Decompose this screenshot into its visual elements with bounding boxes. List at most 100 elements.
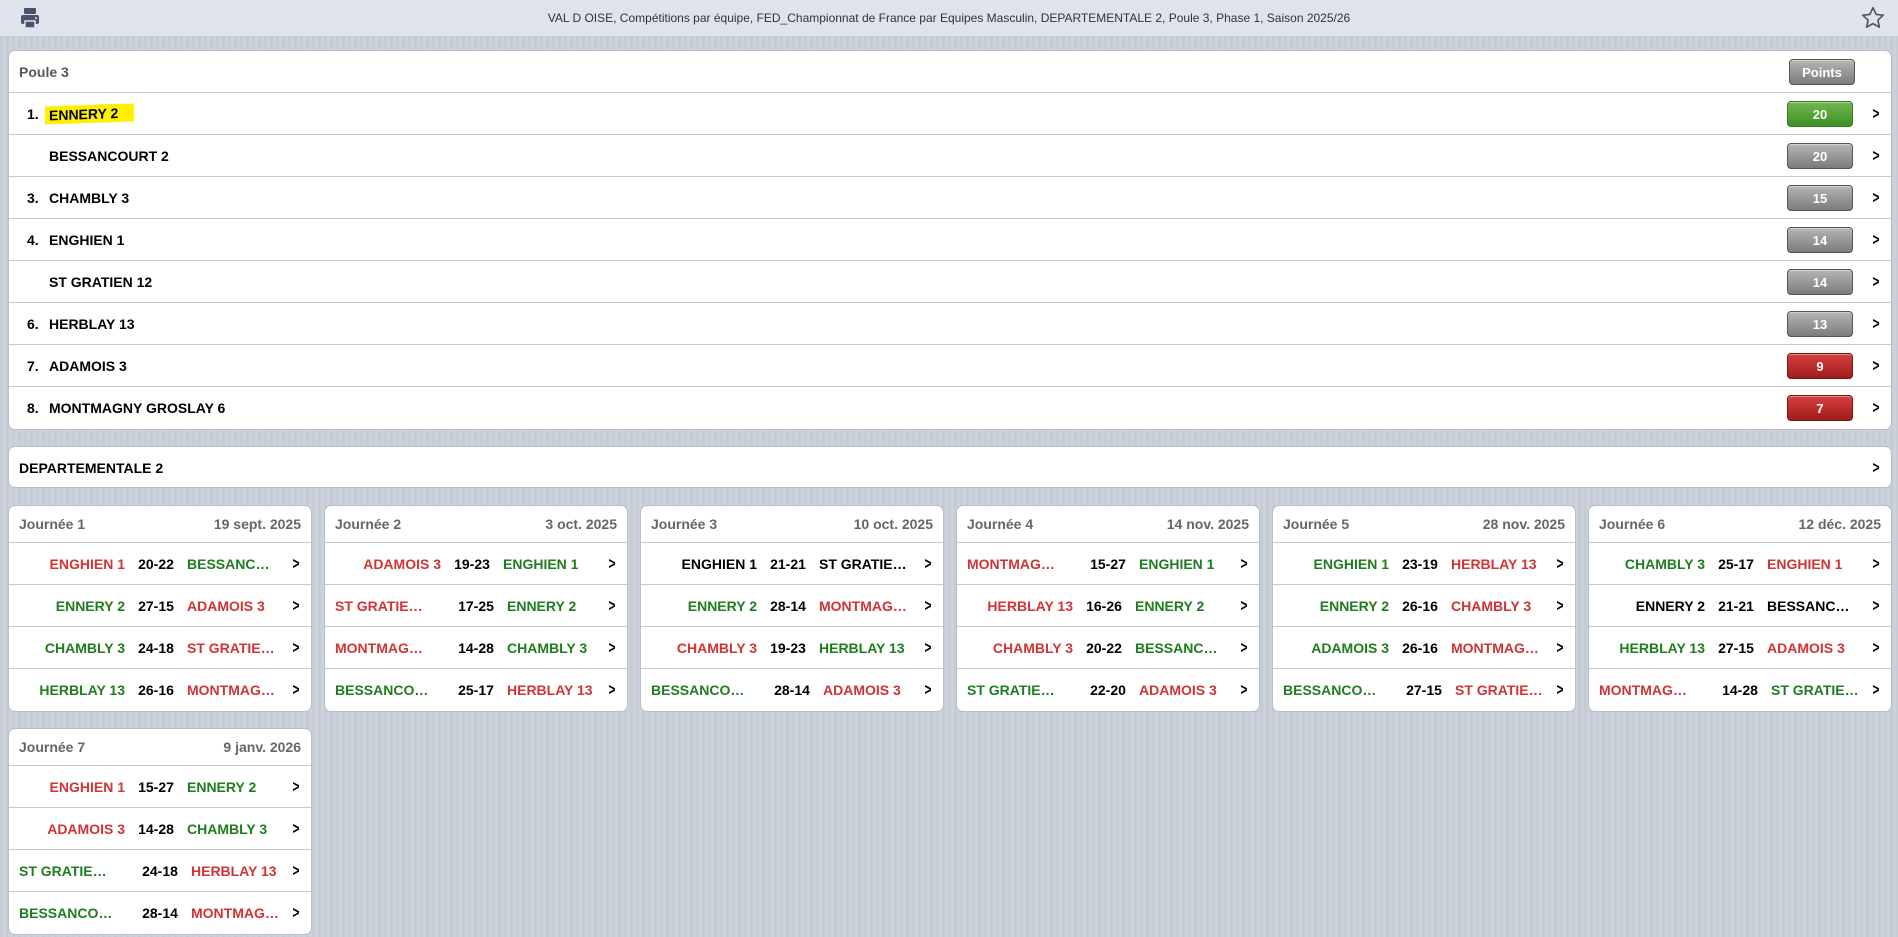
- away-team: MONTMAG…: [187, 682, 275, 698]
- match-score: 20-22: [138, 555, 174, 572]
- chevron-right-icon: >: [1872, 458, 1880, 477]
- chevron-right-icon: >: [608, 554, 616, 573]
- team-name: MONTMAGNY GROSLAY 6: [49, 400, 226, 416]
- match-row[interactable]: MONTMAG… 15-27 ENGHIEN 1 >: [957, 543, 1259, 585]
- home-team: BESSANCO…: [651, 682, 745, 698]
- away-team: HERBLAY 13: [191, 862, 277, 879]
- match-row[interactable]: HERBLAY 13 26-16 MONTMAG… >: [9, 669, 311, 711]
- away-team: ST GRATIE…: [1455, 682, 1543, 698]
- journee-card: Journée 4 14 nov. 2025 MONTMAG… 15-27 ENGHIE…: [956, 505, 1260, 712]
- match-row[interactable]: ENNERY 2 26-16 CHAMBLY 3 >: [1273, 585, 1575, 627]
- poule-title: Poule 3: [19, 63, 69, 80]
- journee-card: Journée 3 10 oct. 2025 ENGHIEN 1 21-21 ST GR…: [640, 505, 944, 712]
- match-row[interactable]: CHAMBLY 3 24-18 ST GRATIE… >: [9, 627, 311, 669]
- match-row[interactable]: BESSANCO… 27-15 ST GRATIE… >: [1273, 669, 1575, 711]
- away-team: CHAMBLY 3: [1451, 597, 1532, 614]
- match-row[interactable]: HERBLAY 13 27-15 ADAMOIS 3 >: [1589, 627, 1891, 669]
- match-row[interactable]: BESSANCO… 28-14 MONTMAG… >: [9, 892, 311, 934]
- chevron-right-icon: >: [608, 638, 616, 657]
- match-row[interactable]: ENNERY 2 27-15 ADAMOIS 3 >: [9, 585, 311, 627]
- chevron-right-icon: >: [1872, 230, 1880, 249]
- points-badge: 13: [1787, 311, 1853, 337]
- away-team: ENNERY 2: [1135, 597, 1205, 614]
- chevron-right-icon: >: [924, 596, 932, 615]
- match-score: 14-28: [138, 820, 174, 837]
- match-score: 26-16: [1402, 639, 1438, 656]
- match-score: 28-14: [774, 682, 810, 698]
- star-icon[interactable]: [1860, 5, 1886, 31]
- match-row[interactable]: ENNERY 2 28-14 MONTMAG… >: [641, 585, 943, 627]
- home-team: ST GRATIE…: [19, 862, 107, 879]
- standings-row[interactable]: 4. ENGHIEN 1 14 >: [9, 219, 1891, 261]
- standings-row[interactable]: 7. ADAMOIS 3 9 >: [9, 345, 1891, 387]
- match-score: 28-14: [142, 905, 178, 921]
- chevron-right-icon: >: [1872, 596, 1880, 615]
- standings-row[interactable]: BESSANCOURT 2 20 >: [9, 135, 1891, 177]
- away-team: BESSANC…: [1767, 597, 1850, 614]
- journee-header: Journée 4 14 nov. 2025: [957, 506, 1259, 543]
- chevron-right-icon: >: [1872, 638, 1880, 657]
- journee-label: Journée 6: [1599, 516, 1666, 532]
- match-score: 21-21: [770, 555, 806, 572]
- match-row[interactable]: ENNERY 2 21-21 BESSANC… >: [1589, 585, 1891, 627]
- points-badge: 20: [1787, 143, 1853, 169]
- journee-card: Journée 7 9 janv. 2026 ENGHIEN 1 15-27 ENNER…: [8, 728, 312, 935]
- match-row[interactable]: ENGHIEN 1 20-22 BESSANC… >: [9, 543, 311, 585]
- match-row[interactable]: MONTMAG… 14-28 ST GRATIE… >: [1589, 669, 1891, 711]
- match-score: 26-16: [138, 682, 174, 698]
- match-row[interactable]: ST GRATIE… 17-25 ENNERY 2 >: [325, 585, 627, 627]
- match-row[interactable]: HERBLAY 13 16-26 ENNERY 2 >: [957, 585, 1259, 627]
- match-score: 24-18: [138, 639, 174, 656]
- away-team: HERBLAY 13: [507, 682, 593, 698]
- chevron-right-icon: >: [1872, 680, 1880, 699]
- standings-row[interactable]: 8. MONTMAGNY GROSLAY 6 7 >: [9, 387, 1891, 429]
- away-team: ADAMOIS 3: [1139, 682, 1217, 698]
- print-icon[interactable]: [18, 6, 42, 30]
- standings-row[interactable]: ST GRATIEN 12 14 >: [9, 261, 1891, 303]
- away-team: CHAMBLY 3: [187, 820, 268, 837]
- chevron-right-icon: >: [1872, 272, 1880, 291]
- match-row[interactable]: CHAMBLY 3 20-22 BESSANC… >: [957, 627, 1259, 669]
- home-team: ENNERY 2: [1635, 597, 1705, 614]
- away-team: ENGHIEN 1: [503, 555, 579, 572]
- match-row[interactable]: MONTMAG… 14-28 CHAMBLY 3 >: [325, 627, 627, 669]
- match-row[interactable]: BESSANCO… 25-17 HERBLAY 13 >: [325, 669, 627, 711]
- standings-header: Poule 3 Points: [9, 51, 1891, 93]
- match-score: 27-15: [1718, 639, 1754, 656]
- division-row[interactable]: DEPARTEMENTALE 2 >: [8, 446, 1892, 488]
- chevron-right-icon: >: [924, 638, 932, 657]
- away-team: ADAMOIS 3: [187, 597, 265, 614]
- points-sort-button[interactable]: Points: [1789, 59, 1855, 85]
- match-row[interactable]: ST GRATIE… 24-18 HERBLAY 13 >: [9, 850, 311, 892]
- standings-row[interactable]: 6. HERBLAY 13 13 >: [9, 303, 1891, 345]
- match-score: 14-28: [1722, 682, 1758, 698]
- journee-header: Journée 7 9 janv. 2026: [9, 729, 311, 766]
- match-score: 19-23: [770, 639, 806, 656]
- standings-row[interactable]: 1. ENNERY 2 20 >: [9, 93, 1891, 135]
- standings-card: Poule 3 Points 1. ENNERY 2 20 > BESSANCOURT …: [8, 50, 1892, 430]
- journee-date: 9 janv. 2026: [223, 739, 301, 755]
- journee-label: Journée 2: [335, 516, 402, 532]
- match-row[interactable]: BESSANCO… 28-14 ADAMOIS 3 >: [641, 669, 943, 711]
- match-row[interactable]: ENGHIEN 1 23-19 HERBLAY 13 >: [1273, 543, 1575, 585]
- chevron-right-icon: >: [924, 554, 932, 573]
- standings-row[interactable]: 3. CHAMBLY 3 15 >: [9, 177, 1891, 219]
- match-score: 25-17: [1718, 555, 1754, 572]
- match-row[interactable]: ST GRATIE… 22-20 ADAMOIS 3 >: [957, 669, 1259, 711]
- match-row[interactable]: CHAMBLY 3 25-17 ENGHIEN 1 >: [1589, 543, 1891, 585]
- match-row[interactable]: CHAMBLY 3 19-23 HERBLAY 13 >: [641, 627, 943, 669]
- away-team: MONTMAG…: [191, 905, 279, 921]
- match-score: 17-25: [458, 597, 494, 614]
- match-row[interactable]: ADAMOIS 3 26-16 MONTMAG… >: [1273, 627, 1575, 669]
- chevron-right-icon: >: [292, 554, 300, 573]
- home-team: ADAMOIS 3: [363, 555, 441, 572]
- chevron-right-icon: >: [924, 680, 932, 699]
- chevron-right-icon: >: [292, 903, 300, 922]
- match-row[interactable]: ADAMOIS 3 19-23 ENGHIEN 1 >: [325, 543, 627, 585]
- home-team: ADAMOIS 3: [47, 820, 125, 837]
- match-row[interactable]: ADAMOIS 3 14-28 CHAMBLY 3 >: [9, 808, 311, 850]
- home-team: ENGHIEN 1: [1313, 555, 1389, 572]
- match-row[interactable]: ENGHIEN 1 21-21 ST GRATIE… >: [641, 543, 943, 585]
- match-row[interactable]: ENGHIEN 1 15-27 ENNERY 2 >: [9, 766, 311, 808]
- journee-label: Journée 5: [1283, 516, 1350, 532]
